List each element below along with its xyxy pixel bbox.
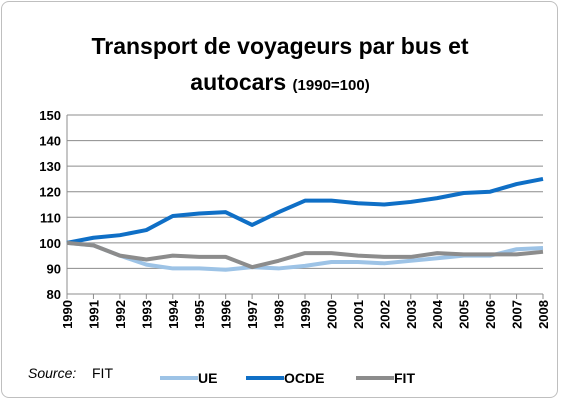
y-tick-label: 110 [40,210,61,225]
x-tick-label: 2007 [510,300,525,329]
y-tick-label: 130 [39,159,61,174]
data-line [66,240,544,270]
x-tick-label: 1992 [113,300,128,329]
x-tick-label: 2008 [536,300,551,329]
chart-title-block: Transport de voyageurs par bus et autoca… [60,28,500,104]
x-tick-label: 1999 [298,300,313,329]
source: FIT [92,365,113,381]
y-tick-label: 80 [47,287,61,302]
x-tick-label: 1997 [245,300,260,329]
x-tick-label: 2002 [377,300,392,329]
y-tick-label: 140 [39,134,61,149]
x-tick-label: 1994 [166,299,181,329]
legend-label: UE [198,370,217,386]
y-tick-label: 150 [39,108,61,123]
x-tick-label: 1995 [192,300,207,329]
y-tick-label: 100 [39,236,61,251]
x-tick-label: 2001 [351,300,366,329]
y-tick-label: 90 [47,261,61,276]
data-line [66,176,544,245]
legend-label: OCDE [284,370,324,386]
legend-label: FIT [394,370,415,386]
chart-title: Transport de voyageurs par bus et autoca… [91,33,469,95]
x-tick-label: 1991 [86,300,101,329]
x-tick-label: 2006 [483,300,498,329]
x-tick-label: 2003 [404,300,419,329]
chart-subtitle: (1990=100) [292,77,370,94]
y-tick-label: 120 [39,185,61,200]
x-tick-label: 2005 [457,300,472,329]
x-tick-label: 1990 [60,300,75,329]
x-tick-label: 1998 [272,300,287,329]
x-tick-label: 2000 [324,300,339,329]
source-label: Source: [28,365,76,381]
x-tick-label: 1996 [219,300,234,329]
x-tick-label: 2004 [430,299,445,329]
x-tick-label: 1993 [139,300,154,329]
